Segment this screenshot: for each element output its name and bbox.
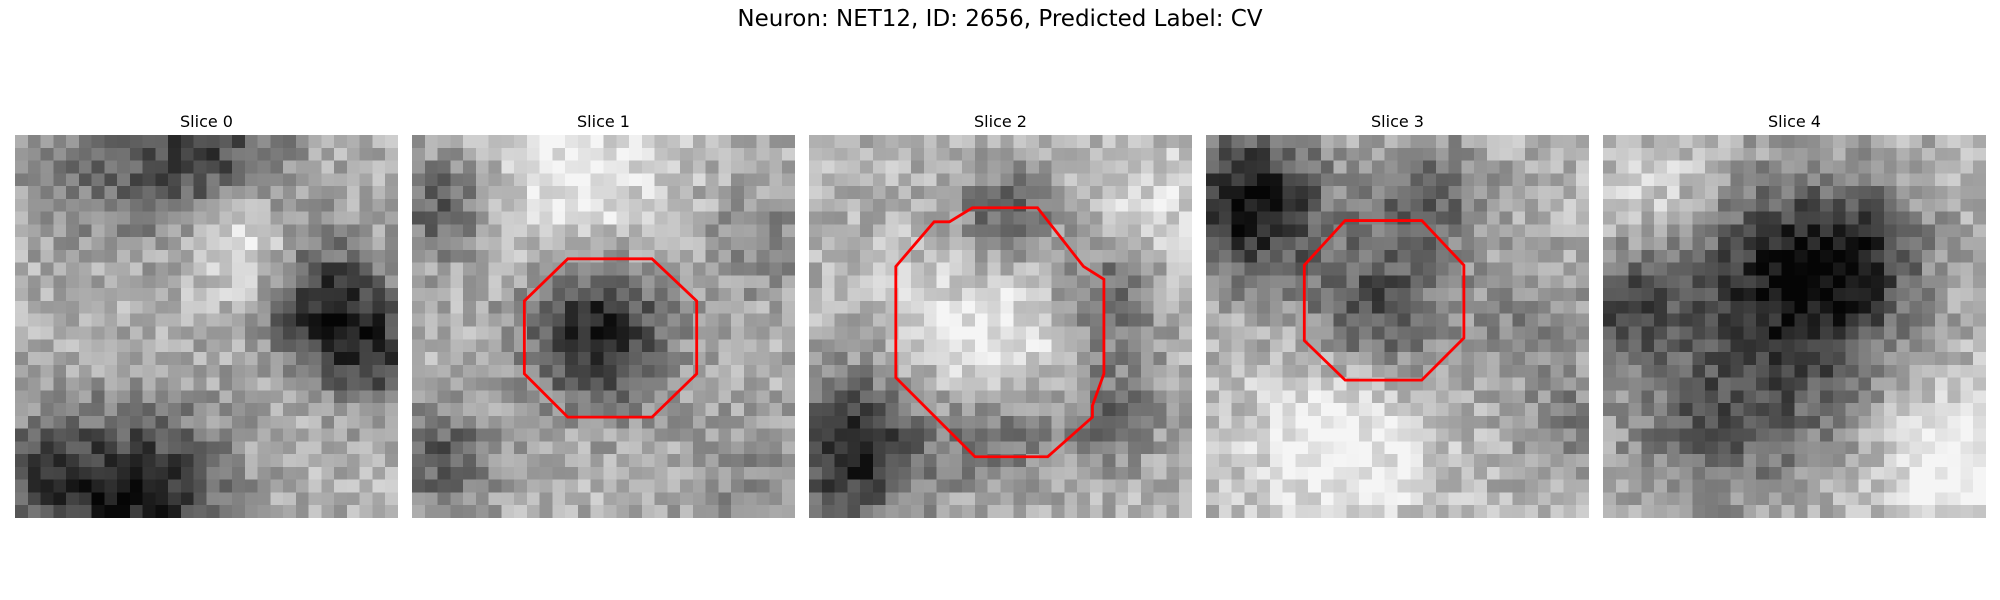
- microscopy-image: [1603, 135, 1986, 518]
- slice-title: Slice 4: [1768, 112, 1821, 131]
- microscopy-image: [809, 135, 1192, 518]
- slice-panel-0: Slice 0: [15, 112, 398, 518]
- microscopy-image: [1206, 135, 1589, 518]
- slice-panel-2: Slice 2: [809, 112, 1192, 518]
- microscopy-image: [15, 135, 398, 518]
- roi-contour: [522, 257, 699, 419]
- slice-title: Slice 1: [577, 112, 630, 131]
- slice-title: Slice 0: [180, 112, 233, 131]
- slice-panel-4: Slice 4: [1603, 112, 1986, 518]
- roi-contour: [1302, 219, 1466, 382]
- figure-title: Neuron: NET12, ID: 2656, Predicted Label…: [737, 6, 1263, 32]
- slice-title: Slice 2: [974, 112, 1027, 131]
- microscopy-image: [412, 135, 795, 518]
- roi-contour: [894, 206, 1106, 459]
- slice-title: Slice 3: [1371, 112, 1424, 131]
- slice-panel-3: Slice 3: [1206, 112, 1589, 518]
- slice-panel-1: Slice 1: [412, 112, 795, 518]
